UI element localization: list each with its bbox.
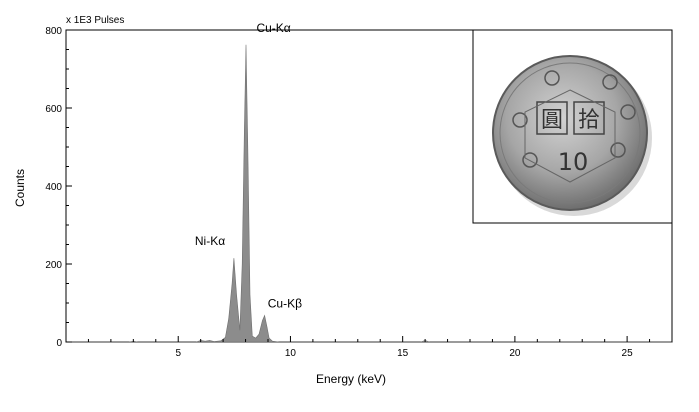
plum-blossom-icon xyxy=(522,152,538,168)
coin-body xyxy=(492,55,648,211)
coin-hexagon-frame xyxy=(524,89,616,183)
coin-character-yuan: 圓 xyxy=(541,108,563,133)
spectrum-area xyxy=(66,44,672,343)
spectrum-series-0 xyxy=(66,44,672,343)
y-tick-label: 400 xyxy=(45,182,62,193)
plum-blossom-icon xyxy=(620,104,636,120)
x-tick-label: 15 xyxy=(397,348,409,359)
y-tick-label: 0 xyxy=(56,338,62,349)
y-tick-label: 800 xyxy=(45,26,62,37)
scale-note: x 1E3 Pulses xyxy=(66,15,124,26)
plum-blossom-icon xyxy=(512,112,528,128)
coin-character-box xyxy=(573,101,605,135)
x-tick-label: 25 xyxy=(622,348,634,359)
coin-photo-inset: 圓 拾 10 xyxy=(472,29,673,224)
x-tick-label: 5 xyxy=(175,348,181,359)
peak-label: Ni-Kα xyxy=(195,234,225,248)
y-tick-label: 600 xyxy=(45,104,62,115)
y-axis-title: Counts xyxy=(13,169,27,207)
peak-label: Cu-Kα xyxy=(256,21,290,35)
y-axis-ticks: 0 200 400 600 800 xyxy=(45,26,72,349)
x-tick-label: 20 xyxy=(509,348,521,359)
x-tick-label: 10 xyxy=(285,348,297,359)
x-axis-ticks: 5 10 15 20 25 xyxy=(87,336,673,359)
coin-denomination: 10 xyxy=(558,148,589,176)
plum-blossom-icon xyxy=(544,70,560,86)
coin-inner-rim xyxy=(499,62,641,204)
coin-character-box xyxy=(536,101,568,135)
peak-annotations: Cu-Kα Ni-Kα Cu-Kβ xyxy=(195,21,302,311)
plum-blossom-icon xyxy=(610,142,626,158)
peak-label: Cu-Kβ xyxy=(268,296,302,310)
x-axis-title: Energy (keV) xyxy=(316,372,386,386)
plum-blossom-icon xyxy=(602,74,618,90)
y-tick-label: 200 xyxy=(45,260,62,271)
coin-character-shi: 拾 xyxy=(578,108,600,133)
